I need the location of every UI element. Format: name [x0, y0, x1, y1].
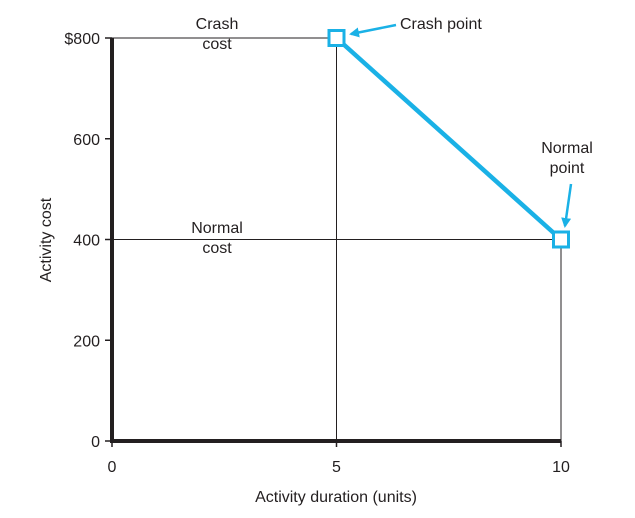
normal-point-arrow [561, 183, 573, 228]
cost-slope-line [334, 36, 563, 242]
y-tick-label: 400 [73, 233, 100, 250]
y-tick-label: 600 [73, 132, 100, 149]
axes [110, 38, 561, 443]
crash-cost-label: cost [202, 36, 232, 53]
normal-cost-label: Normal [191, 220, 243, 237]
y-tick-label: 0 [91, 434, 100, 451]
crash-point-label: Crash point [400, 16, 482, 33]
normal-point-label: point [550, 160, 585, 177]
y-axis-title: Activity cost [38, 197, 55, 282]
x-tick-label: 10 [552, 459, 570, 476]
x-tick-label: 0 [108, 459, 117, 476]
y-tick-label: 200 [73, 333, 100, 350]
reference-lines [112, 37, 562, 441]
y-tick-label: $800 [64, 31, 100, 48]
normal-point-label: Normal [541, 140, 593, 157]
crash-cost-label: Crash [196, 16, 239, 33]
crash-point-arrow [349, 23, 397, 38]
x-axis-title: Activity duration (units) [255, 489, 417, 506]
tick-labels: 0 200 400 600 $800 0 5 10 [64, 31, 570, 476]
series [327, 29, 570, 249]
normal-cost-label: cost [202, 240, 232, 257]
x-tick-label: 5 [332, 459, 341, 476]
crash-point-marker [327, 29, 346, 47]
annotations: Crash cost Normal cost Crash point Normal poin… [191, 16, 593, 257]
normal-point-marker [552, 230, 570, 249]
